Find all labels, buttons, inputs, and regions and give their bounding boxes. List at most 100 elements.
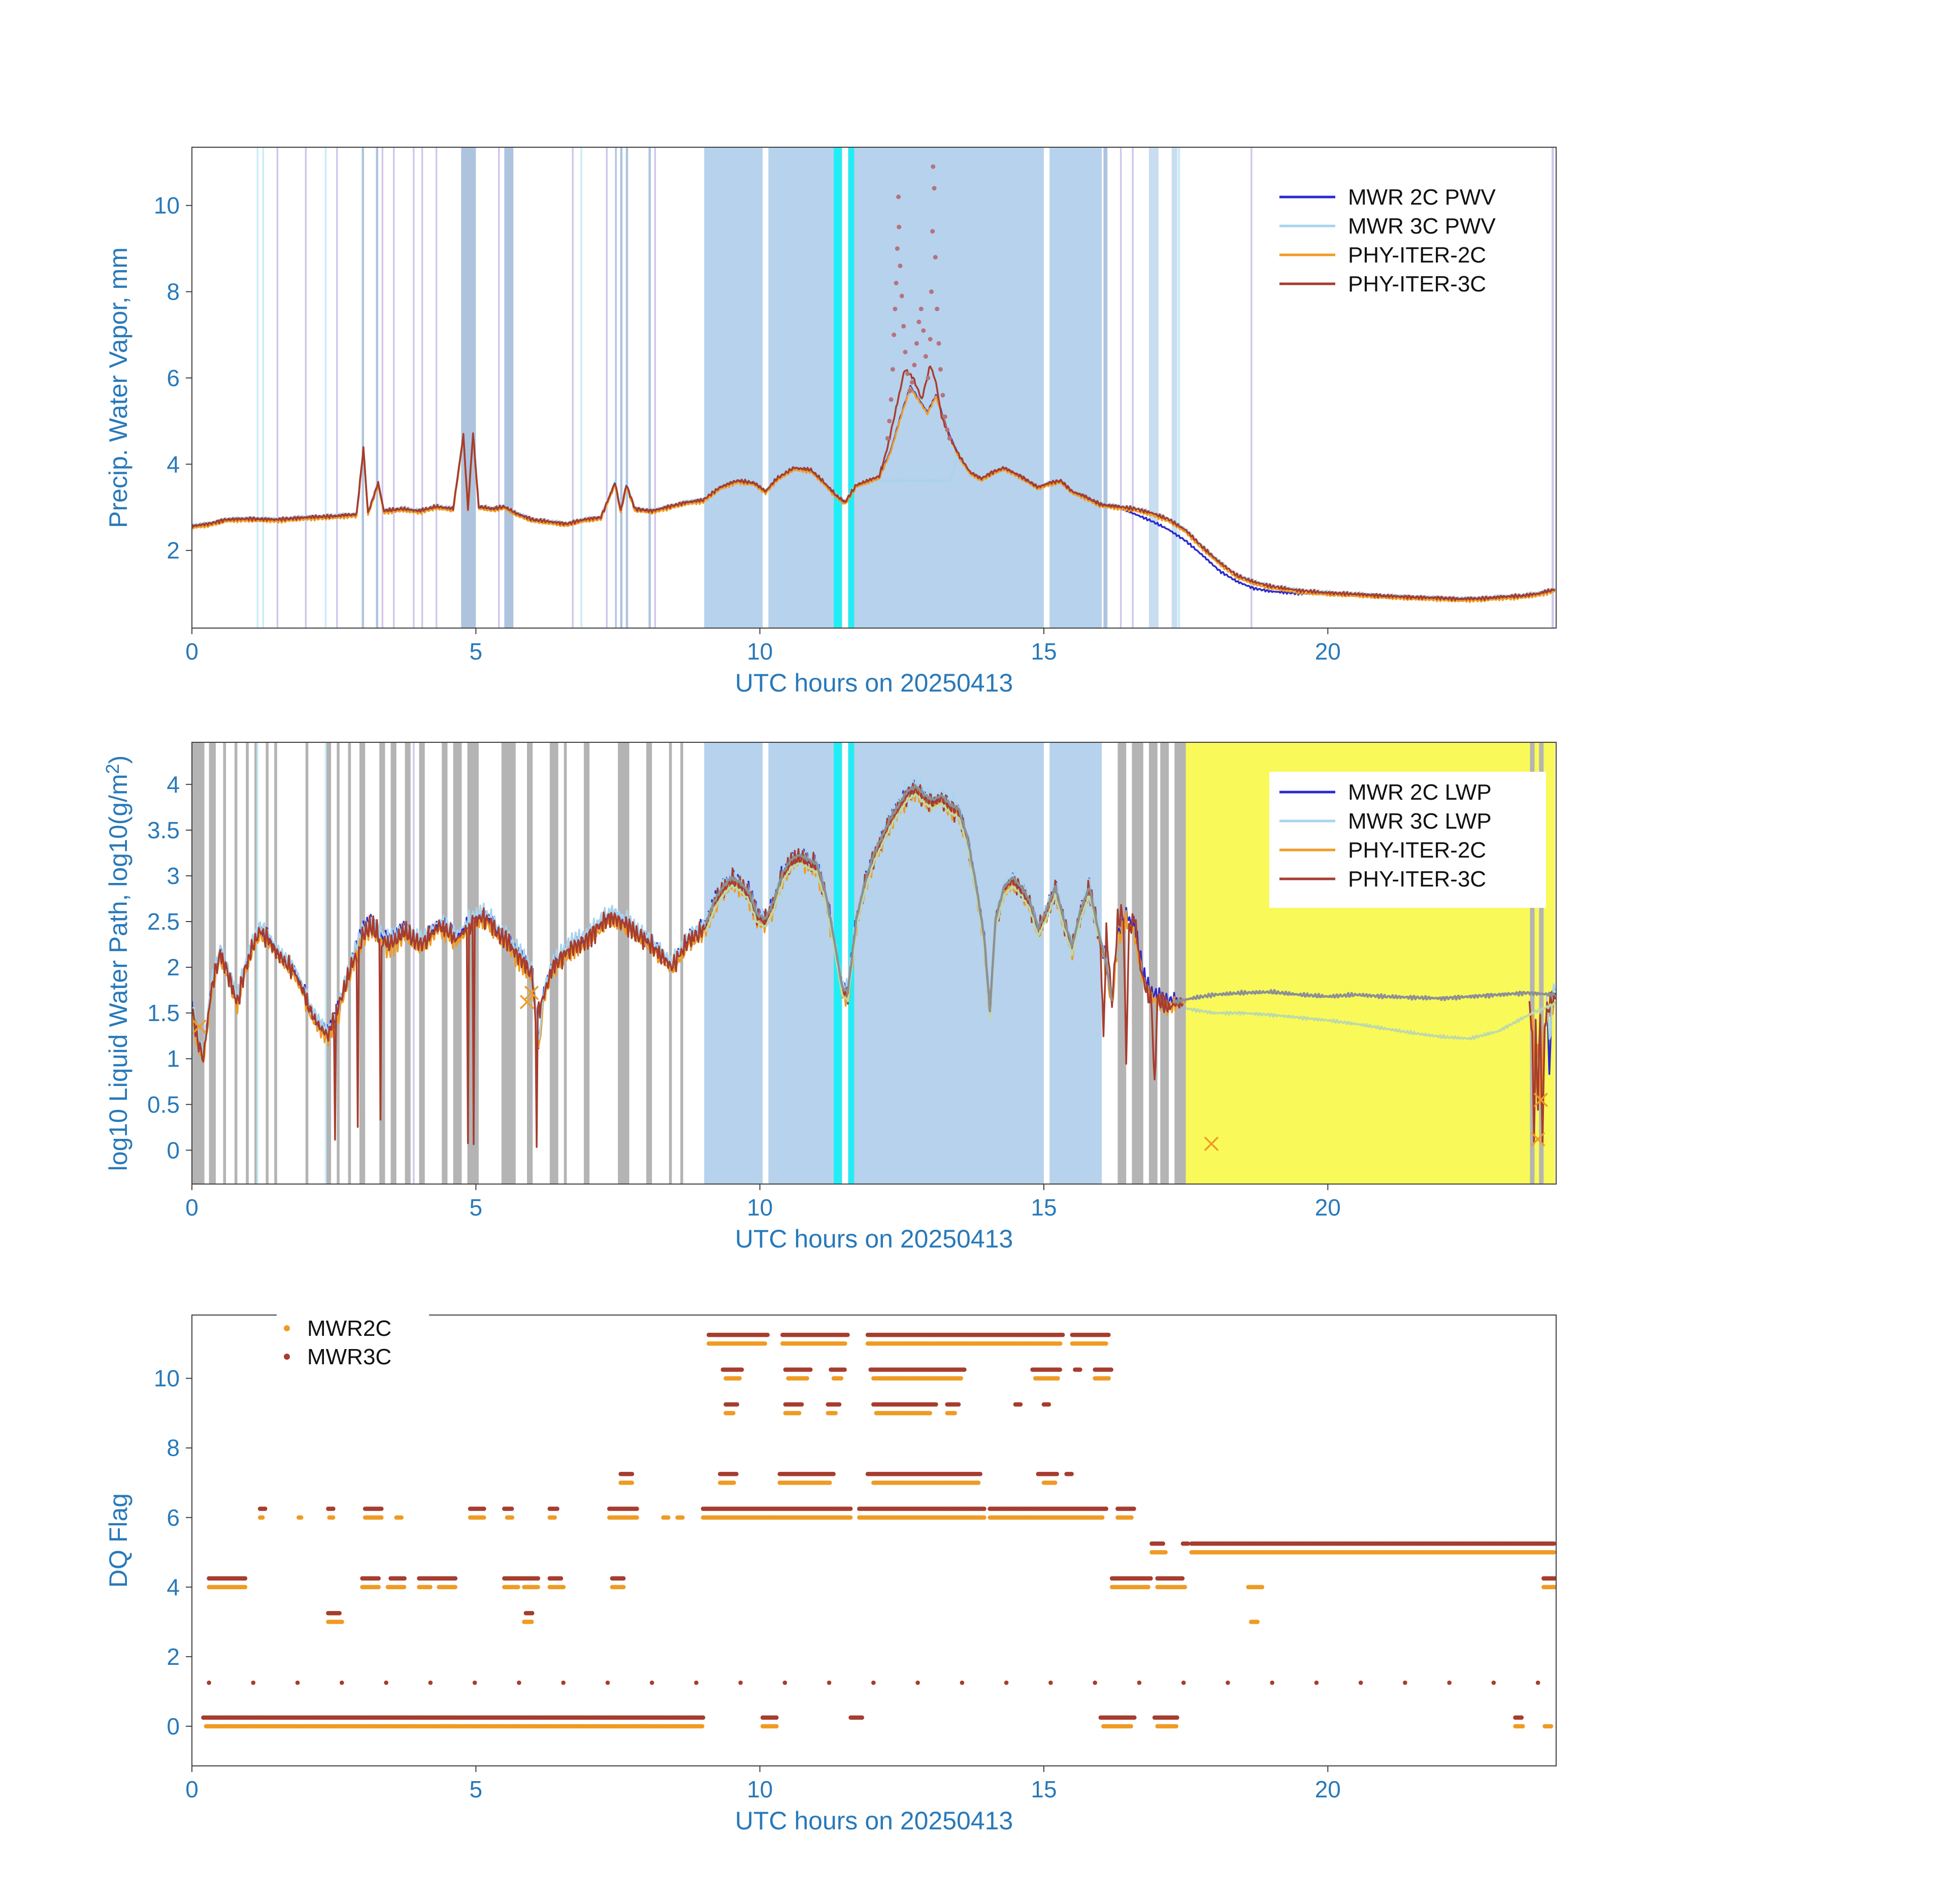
dq-dot <box>839 1376 844 1381</box>
x-marker <box>524 986 539 1000</box>
band <box>1103 147 1108 628</box>
band <box>337 742 340 1184</box>
dq-dot <box>833 1410 838 1416</box>
dq-dot <box>799 1402 804 1407</box>
dq-dot <box>635 1515 639 1520</box>
dq-dot <box>649 1680 654 1685</box>
series-phy-smooth-green <box>705 793 1099 1021</box>
dq-dot <box>982 1506 986 1511</box>
x-axis-label: UTC hours on 20250413 <box>735 1807 1013 1835</box>
dq-dot <box>251 1680 256 1685</box>
dq-dot <box>453 1576 458 1581</box>
dq-dot <box>827 1481 832 1485</box>
dq-dot <box>299 1515 304 1520</box>
scatter-dot <box>928 337 933 342</box>
legend-label: PHY-ITER-3C <box>1348 867 1486 892</box>
x-marker <box>192 1019 207 1034</box>
scatter-dot <box>923 354 928 359</box>
y-tick-label: 8 <box>167 1435 180 1461</box>
dq-dot <box>700 1724 705 1729</box>
scatter-dot <box>936 341 941 346</box>
legend: MWR 2C PWV MWR 3C PWV PHY-ITER-2C PHY-ITER-… <box>1269 177 1546 313</box>
series-phy-iter-3c <box>192 782 1184 1148</box>
scatter-dot <box>903 349 908 354</box>
band <box>572 147 574 628</box>
dq-dot <box>1161 1541 1165 1546</box>
y-tick-label: 3.5 <box>147 817 180 843</box>
dq-dot <box>1129 1724 1133 1729</box>
band <box>1178 147 1180 628</box>
legend-label: PHY-ITER-2C <box>1348 838 1486 863</box>
band <box>1117 742 1127 1184</box>
y-tick-label: 10 <box>154 192 180 219</box>
dq-dot <box>827 1680 832 1685</box>
dq-dot <box>1520 1724 1525 1729</box>
y-tick-label: 1.5 <box>147 1000 180 1026</box>
dq-dot <box>1104 1506 1108 1511</box>
band <box>1044 742 1050 1184</box>
dq-dot <box>831 1471 836 1476</box>
dq-dot <box>1069 1471 1074 1476</box>
dq-dot <box>1078 1367 1082 1372</box>
dq-dot <box>797 1410 802 1416</box>
y-axis-label: Precip. Water Vapor, mm <box>104 247 133 528</box>
band <box>680 742 683 1184</box>
plot-area <box>201 1332 1556 1729</box>
band <box>348 742 351 1184</box>
series-phy-iter-3c <box>192 365 1556 602</box>
legend-label: MWR 3C PWV <box>1348 214 1496 239</box>
dq-dot <box>982 1515 986 1520</box>
y-tick-label: 6 <box>167 1504 180 1531</box>
scatter-dot <box>907 388 912 393</box>
scatter-dot <box>942 414 947 419</box>
scatter-dot <box>932 186 937 191</box>
legend-label: MWR 2C LWP <box>1348 780 1492 805</box>
dq-dot <box>402 1576 407 1581</box>
x-tick-label: 0 <box>185 1194 199 1221</box>
legend-marker-dot <box>284 1325 290 1331</box>
y-axis-label: DQ Flag <box>104 1493 133 1588</box>
dq-dot <box>765 1332 770 1337</box>
dq-dot <box>1260 1585 1265 1590</box>
band <box>276 147 279 628</box>
band <box>1171 147 1177 628</box>
dq-dot <box>732 1481 736 1485</box>
dq-dot <box>1180 1576 1185 1581</box>
scatter-dot <box>885 436 890 441</box>
band <box>305 742 309 1184</box>
dq-dot <box>453 1585 457 1590</box>
band <box>763 147 769 628</box>
band <box>1160 742 1169 1184</box>
scatter-dot <box>912 363 917 368</box>
x-axis-label: UTC hours on 20250413 <box>735 669 1013 697</box>
x-tick-label: 15 <box>1031 1776 1057 1802</box>
dq-dot <box>561 1585 566 1590</box>
dq-dot <box>934 1402 938 1407</box>
dq-dot <box>530 1611 535 1616</box>
dq-dot <box>1055 1471 1059 1476</box>
band <box>192 742 205 1184</box>
x-axis-label: UTC hours on 20250413 <box>735 1225 1013 1253</box>
y-tick-label: 0 <box>167 1713 180 1739</box>
band <box>1530 742 1535 1184</box>
band <box>324 147 327 628</box>
dq-dot <box>763 1341 767 1346</box>
series-phy-smooth-green <box>1185 1002 1556 1041</box>
band <box>834 147 842 628</box>
y-tick-label: 2 <box>167 1644 180 1670</box>
legend-bg <box>277 1308 429 1385</box>
band <box>646 742 652 1184</box>
band <box>274 742 277 1184</box>
scatter-dot <box>890 367 895 372</box>
band <box>654 147 656 628</box>
band <box>419 742 425 1184</box>
dq-dot <box>509 1506 514 1511</box>
scatter-dot <box>887 418 892 423</box>
band <box>848 147 854 628</box>
y-tick-label: 1 <box>167 1045 180 1072</box>
dq-dot <box>782 1680 787 1685</box>
x-tick-label: 5 <box>470 638 483 665</box>
band <box>498 147 500 628</box>
legend-label: MWR 3C LWP <box>1348 809 1492 834</box>
